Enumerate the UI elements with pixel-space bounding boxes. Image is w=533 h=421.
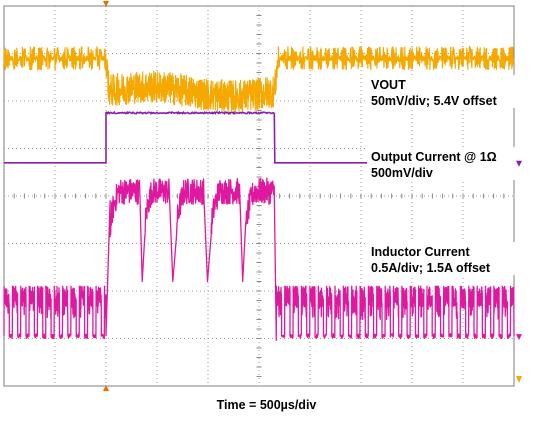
label-background xyxy=(367,75,515,108)
trace-layer xyxy=(3,45,515,341)
trace-labels: VOUT 50mV/div; 5.4V offset Output Current … xyxy=(367,75,515,275)
trace-label-1-line-2: 50mV/div; 5.4V offset xyxy=(371,94,498,108)
channel-markers xyxy=(103,1,522,391)
trace-inductor-current xyxy=(3,177,515,341)
trigger-marker-bottom xyxy=(103,385,109,391)
x-axis-label: Time = 500µs/div xyxy=(216,398,317,412)
trace-label-2-line-2: 500mV/div xyxy=(371,166,433,180)
channel-marker-output-current xyxy=(516,160,522,167)
trace-label-2-line-1: Output Current @ 1Ω xyxy=(371,150,497,164)
trace-label-3-line-2: 0.5A/div; 1.5A offset xyxy=(371,261,491,275)
inductor-current-waveform xyxy=(3,177,515,341)
label-background xyxy=(367,147,515,180)
output-current-waveform xyxy=(4,110,514,164)
channel-marker-vout xyxy=(516,376,522,383)
channel-marker-inductor-current xyxy=(516,334,522,341)
label-background xyxy=(367,242,515,275)
trace-label-1-line-1: VOUT xyxy=(371,78,406,92)
vout-waveform xyxy=(3,45,515,113)
trigger-marker-top xyxy=(103,1,109,7)
trace-output-current xyxy=(4,110,514,164)
trace-vout xyxy=(3,45,515,113)
trace-label-3-line-1: Inductor Current xyxy=(371,245,470,259)
